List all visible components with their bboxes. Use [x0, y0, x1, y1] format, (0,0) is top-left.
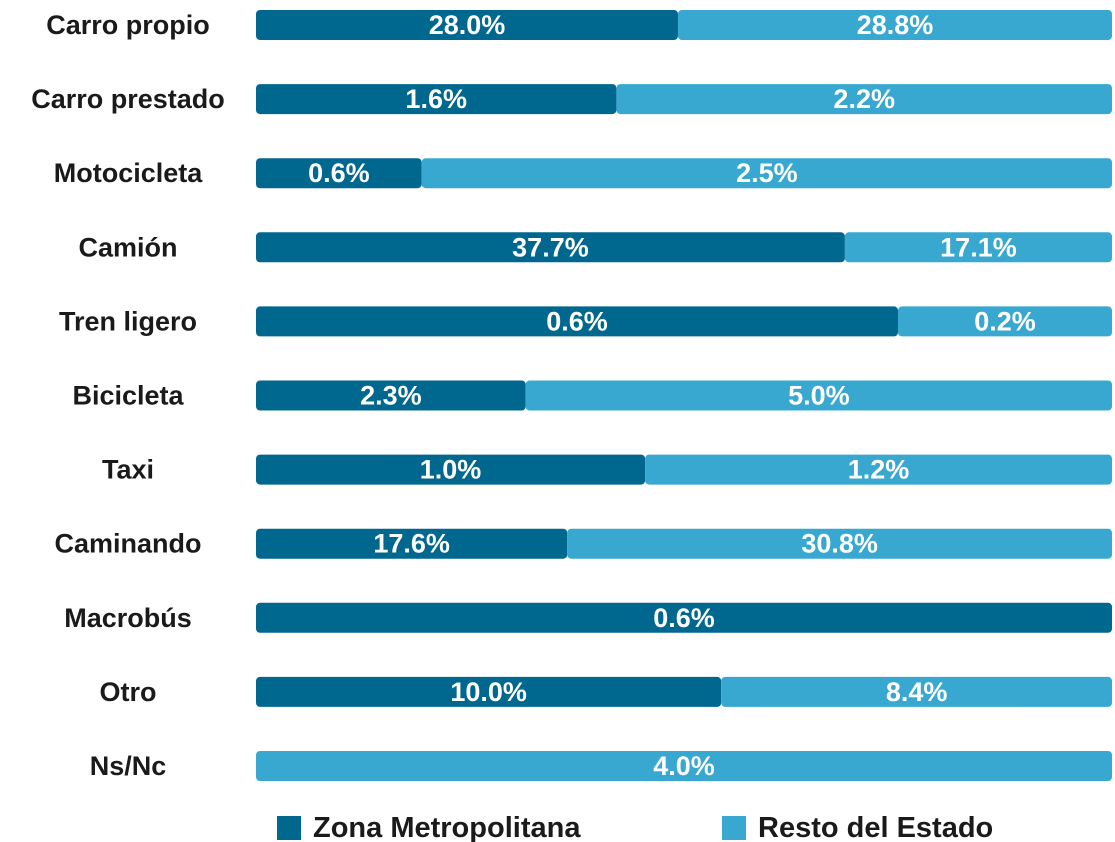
value-label: 1.0% — [420, 455, 482, 485]
category-label: Bicicleta — [72, 381, 184, 411]
legend-label: Zona Metropolitana — [313, 812, 581, 842]
category-label: Motocicleta — [54, 158, 204, 188]
bar-segment — [256, 528, 568, 559]
legend-label: Resto del Estado — [758, 812, 993, 842]
legend-swatch — [277, 816, 301, 840]
value-label: 0.6% — [653, 603, 715, 633]
bar-segment — [421, 158, 1112, 189]
value-label: 10.0% — [450, 677, 527, 707]
bar-segment — [256, 602, 1112, 633]
bar-segment — [256, 306, 898, 337]
bar-segment — [898, 306, 1112, 337]
value-label: 2.3% — [360, 381, 422, 411]
bar-segment — [256, 751, 1112, 781]
category-label: Carro prestado — [31, 84, 225, 114]
bar-segment — [721, 676, 1112, 707]
bar-segment — [256, 232, 845, 263]
value-label: 1.2% — [848, 455, 910, 485]
value-label: 28.8% — [857, 10, 934, 40]
category-label: Carro propio — [46, 10, 210, 40]
bar-segment — [256, 676, 722, 707]
value-label: 5.0% — [788, 381, 850, 411]
bar-segment — [256, 10, 678, 40]
value-label: 2.5% — [736, 158, 798, 188]
category-label: Macrobús — [64, 603, 192, 633]
category-label: Otro — [100, 677, 157, 707]
bar-segment — [256, 454, 646, 485]
bar-segment — [844, 232, 1112, 263]
value-label: 1.6% — [405, 84, 467, 114]
value-label: 17.1% — [940, 232, 1017, 262]
bar-segment — [645, 454, 1112, 485]
value-label: 0.2% — [974, 306, 1036, 336]
value-label: 30.8% — [801, 529, 878, 559]
value-label: 4.0% — [653, 751, 715, 781]
value-label: 37.7% — [512, 232, 589, 262]
value-label: 0.6% — [546, 306, 608, 336]
bar-segment — [256, 84, 617, 115]
bar-segment — [525, 380, 1112, 411]
bar-segment — [616, 84, 1112, 115]
category-label: Taxi — [102, 455, 154, 485]
category-label: Tren ligero — [59, 306, 197, 336]
category-label: Caminando — [54, 529, 201, 559]
value-label: 28.0% — [429, 10, 506, 40]
bar-segment — [677, 10, 1112, 40]
bar-segment — [256, 158, 422, 189]
bar-segment — [256, 380, 526, 411]
category-label: Ns/Nc — [90, 751, 167, 781]
value-label: 8.4% — [886, 677, 948, 707]
value-label: 17.6% — [373, 529, 450, 559]
value-label: 0.6% — [308, 158, 370, 188]
bar-segment — [567, 528, 1112, 559]
value-label: 2.2% — [833, 84, 895, 114]
legend-swatch — [722, 816, 746, 840]
category-label: Camión — [78, 232, 177, 262]
